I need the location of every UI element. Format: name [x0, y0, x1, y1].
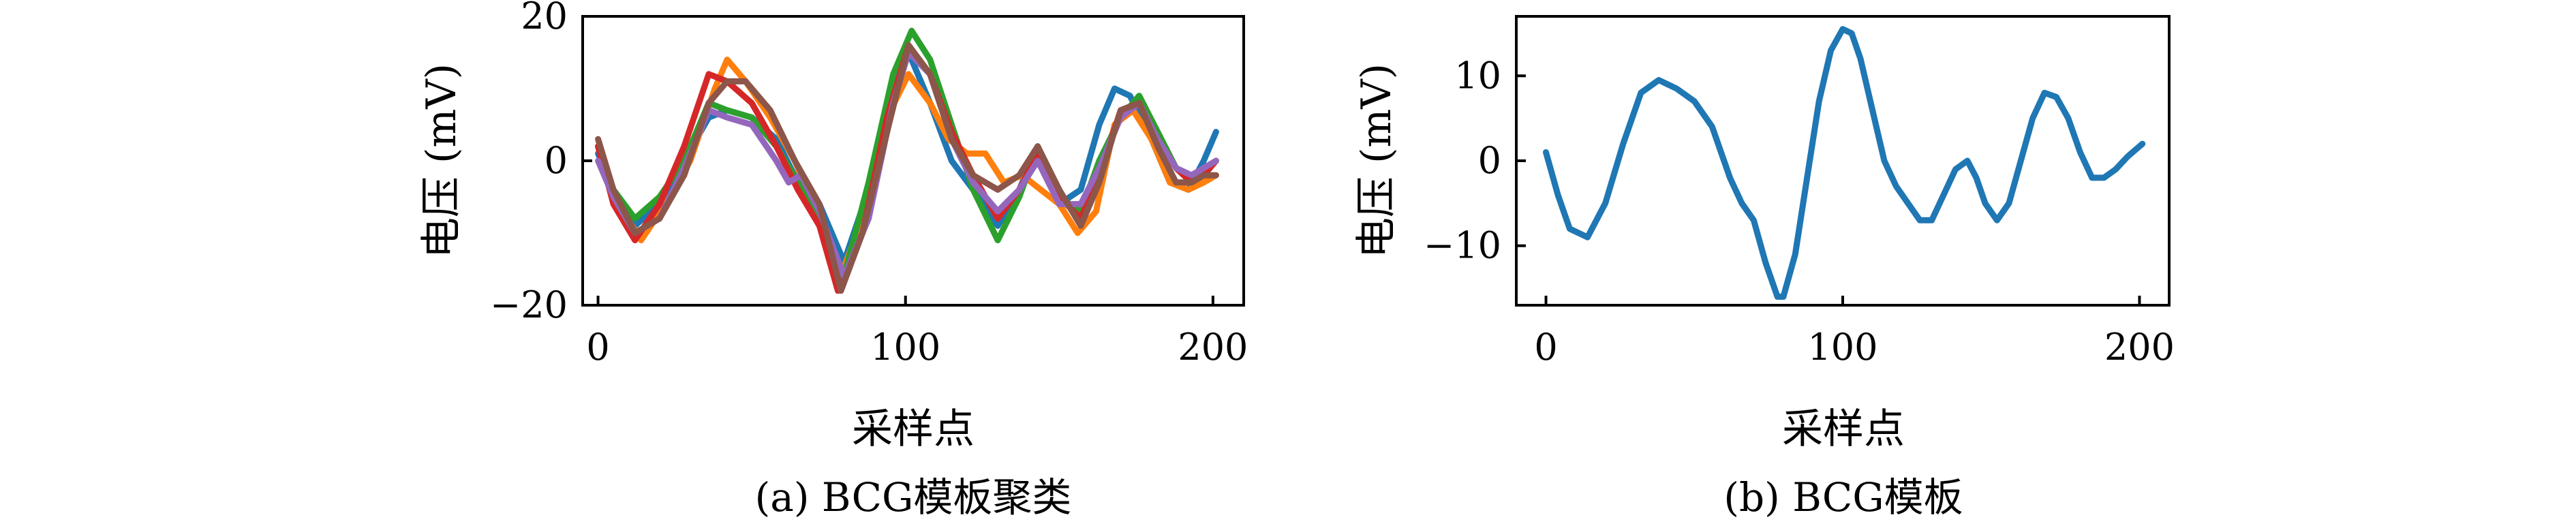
panel-a: 0 100 200 −20 0 20 采样点 电压 (mV) (a) BCG模板… [418, 0, 1248, 521]
panel-a-xlabel: 采样点 [852, 405, 975, 453]
panel-a-ticks [583, 15, 1214, 307]
panel-b-xtick-2: 200 [2104, 326, 2175, 369]
panel-a-xtick-0: 0 [586, 326, 609, 369]
panel-b-xtick-1: 100 [1807, 326, 1877, 369]
panel-b-caption: (b) BCG模板 [1723, 474, 1963, 521]
panel-b-ytick-1: 0 [1478, 139, 1501, 182]
panel-b-series-0-line [1543, 26, 2146, 300]
panel-a-ylabel: 电压 (mV) [418, 63, 465, 258]
panel-b-xtick-0: 0 [1534, 326, 1557, 369]
panel-b-xlabel: 采样点 [1782, 405, 1905, 453]
panel-b-lines [1543, 26, 2146, 300]
panel-b: 0 100 200 −10 0 10 采样点 电压 (mV) (b) BCG模板 [1353, 15, 2175, 521]
panel-b-ticks [1516, 74, 2141, 305]
panel-a-ytick-2: 20 [521, 0, 568, 37]
panel-a-lines [595, 27, 1219, 294]
panel-a-caption: (a) BCG模板聚类 [755, 474, 1072, 521]
panel-a-ytick-1: 0 [545, 139, 568, 182]
panel-b-frame [1515, 15, 2171, 307]
panel-a-xtick-2: 200 [1178, 326, 1248, 369]
panel-a-xtick-1: 100 [870, 326, 940, 369]
panel-b-ytick-0: −10 [1424, 224, 1501, 267]
panel-a-series-5-line [595, 42, 1219, 294]
panel-b-ytick-2: 10 [1454, 54, 1501, 97]
panel-a-ytick-0: −20 [490, 283, 568, 326]
panel-b-ylabel: 电压 (mV) [1353, 63, 1400, 258]
